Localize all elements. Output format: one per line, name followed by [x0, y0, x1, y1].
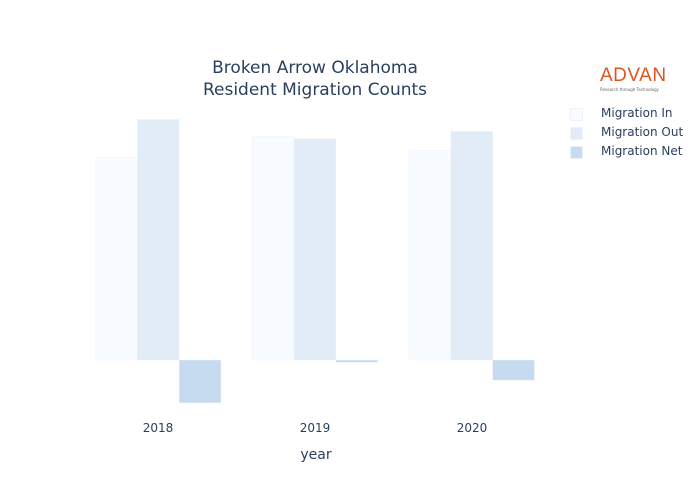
legend-label: Migration Net — [601, 144, 683, 158]
brand-tagline: Research through Technology — [600, 87, 660, 92]
bar-migration-out-2020[interactable] — [450, 131, 493, 361]
bar-migration-out-2018[interactable] — [137, 119, 180, 361]
chart-title-line-1: Broken Arrow Oklahoma — [212, 58, 418, 78]
bar-migration-in-2019[interactable] — [252, 135, 295, 361]
brand-name: ADVAN — [600, 65, 667, 86]
chart-title-line-2: Resident Migration Counts — [202, 80, 428, 100]
legend-swatch — [570, 127, 583, 140]
bar-migration-net-2019[interactable] — [335, 359, 378, 363]
legend-label: Migration In — [601, 106, 673, 120]
bar-migration-net-2018[interactable] — [178, 359, 222, 404]
bar-migration-in-2018[interactable] — [95, 157, 138, 361]
legend-swatch — [570, 108, 583, 121]
x-tick-2020: 2020 — [456, 421, 488, 435]
legend-label: Migration Out — [601, 125, 684, 139]
bar-migration-net-2020[interactable] — [492, 359, 535, 381]
brand-logo: ADVAN Research through Technology — [600, 65, 680, 93]
bar-migration-in-2020[interactable] — [408, 150, 452, 361]
x-tick-2019: 2019 — [299, 421, 331, 435]
x-axis-title: year — [300, 447, 332, 463]
legend-swatch — [570, 146, 583, 159]
x-tick-2018: 2018 — [142, 421, 174, 435]
bar-migration-out-2019[interactable] — [293, 138, 337, 361]
